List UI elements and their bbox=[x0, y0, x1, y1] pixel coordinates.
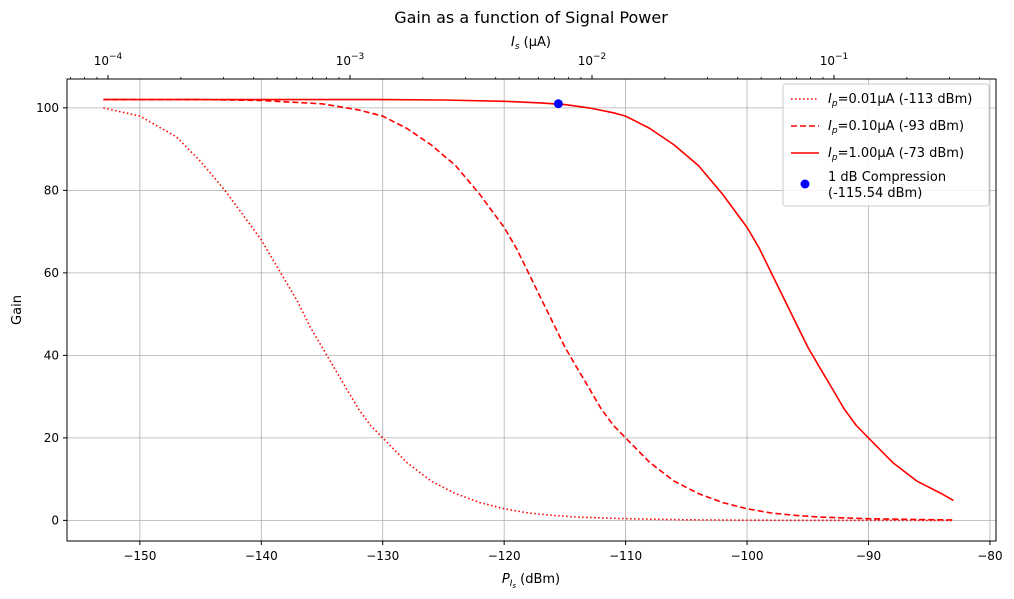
top-tick-label: 10−4 bbox=[94, 52, 123, 68]
y-tick-label: 80 bbox=[44, 183, 59, 197]
top-tick-mantissa: 10 bbox=[336, 54, 351, 68]
legend-label-sub: p bbox=[831, 153, 838, 163]
x-tick-label: −130 bbox=[366, 549, 399, 563]
legend-label-suffix: =0.10μA (-93 dBm) bbox=[838, 119, 964, 134]
top-tick-mantissa: 10 bbox=[578, 54, 593, 68]
top-axis-label-base: I bbox=[511, 35, 515, 50]
y-tick-label: 60 bbox=[44, 266, 59, 280]
legend-label-prefix: I bbox=[828, 92, 832, 107]
top-tick-mantissa: 10 bbox=[94, 54, 109, 68]
series-line-dashed bbox=[103, 98, 954, 521]
y-tick-label: 40 bbox=[44, 348, 59, 362]
legend-marker-swatch bbox=[800, 179, 810, 189]
top-axis-label-unit: (μA) bbox=[520, 35, 551, 50]
chart-title: Gain as a function of Signal Power bbox=[394, 8, 668, 27]
top-tick-label: 10−2 bbox=[578, 52, 607, 68]
x-tick-label: −80 bbox=[977, 549, 1002, 563]
top-tick-exponent: −2 bbox=[593, 52, 606, 62]
x-axis-label-unit: (dBm) bbox=[516, 572, 560, 587]
y-tick-label: 0 bbox=[51, 513, 59, 527]
legend-marker-label: 1 dB Compression bbox=[828, 170, 946, 185]
x-axis-label-base: P bbox=[502, 572, 510, 587]
x-axis-label-sub: I bbox=[510, 579, 513, 589]
top-axis-label: Is (μA) bbox=[511, 35, 551, 52]
top-axis-label-sub: s bbox=[515, 42, 520, 52]
x-tick-label: −110 bbox=[609, 549, 642, 563]
x-axis-ticks: −150 −140 −130 −120 −110 −100 −90 −80 bbox=[123, 541, 1003, 563]
top-tick-exponent: −1 bbox=[835, 52, 848, 62]
plot-frame bbox=[66, 78, 997, 542]
y-tick-label: 20 bbox=[44, 431, 59, 445]
top-tick-mantissa: 10 bbox=[820, 54, 835, 68]
top-tick-label: 10−1 bbox=[820, 52, 849, 68]
legend-label-prefix: I bbox=[828, 146, 832, 161]
legend-marker-label: (-115.54 dBm) bbox=[828, 186, 922, 201]
compression-point bbox=[553, 99, 563, 109]
marker-layer bbox=[553, 99, 563, 109]
y-axis-label: Gain bbox=[10, 295, 25, 325]
series-line-dotted bbox=[103, 107, 954, 522]
legend-label-prefix: I bbox=[828, 119, 832, 134]
legend-label-suffix: =1.00μA (-73 dBm) bbox=[838, 146, 964, 161]
top-tick-exponent: −4 bbox=[109, 52, 123, 62]
top-tick-label: 10−3 bbox=[336, 52, 365, 68]
series-layer bbox=[103, 98, 954, 522]
x-tick-label: −150 bbox=[123, 549, 156, 563]
x-tick-label: −100 bbox=[731, 549, 764, 563]
x-tick-label: −140 bbox=[245, 549, 278, 563]
top-tick-exponent: −3 bbox=[351, 52, 364, 62]
legend-label: Ip=0.10μA (-93 dBm) bbox=[828, 119, 964, 136]
x-axis-label: PIs (dBm) bbox=[502, 572, 560, 590]
legend-label: Ip=0.01μA (-113 dBm) bbox=[828, 92, 972, 109]
x-tick-label: −90 bbox=[856, 549, 881, 563]
legend-label: Ip=1.00μA (-73 dBm) bbox=[828, 146, 964, 163]
legend-box bbox=[782, 83, 990, 207]
x-axis-label-subsub: s bbox=[512, 582, 516, 590]
series-line-solid bbox=[103, 98, 954, 502]
legend-label-sub: p bbox=[831, 99, 838, 109]
y-axis-ticks: 0 20 40 60 80 100 bbox=[36, 101, 67, 527]
legend: Ip=0.01μA (-113 dBm)Ip=0.10μA (-93 dBm)I… bbox=[782, 83, 990, 207]
legend-label-suffix: =0.01μA (-113 dBm) bbox=[838, 92, 973, 107]
x-tick-label: −120 bbox=[488, 549, 521, 563]
top-axis-ticks: 10−4 10−3 10−2 10−1 bbox=[70, 52, 981, 79]
legend-label-sub: p bbox=[831, 126, 838, 136]
y-tick-label: 100 bbox=[36, 101, 59, 115]
